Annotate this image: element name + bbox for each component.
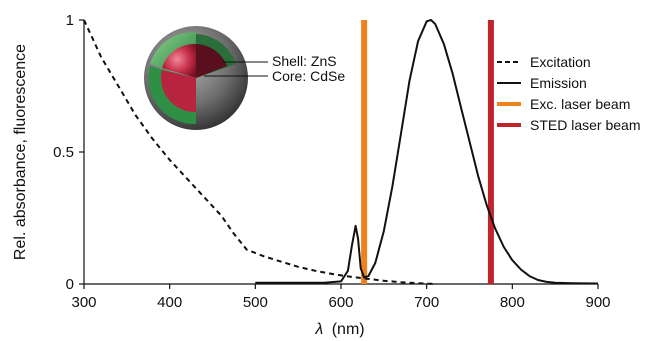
- x-axis-symbol: λ: [314, 321, 323, 338]
- x-tick-label: 800: [500, 294, 525, 311]
- legend-label: Exc. laser beam: [530, 96, 630, 112]
- y-axis-label: Rel. absorbance, fluorescence: [12, 44, 29, 260]
- shell-label: Shell: ZnS: [272, 53, 337, 69]
- series-group: [83, 19, 599, 285]
- legend: Excitation Emission Exc. laser beam STED la…: [497, 54, 640, 133]
- x-tick-label: 500: [243, 294, 268, 311]
- x-axis-label: λ (nm): [314, 321, 364, 338]
- core-cutaway-left: [162, 43, 196, 78]
- x-tick-label: 700: [414, 294, 439, 311]
- quantum-dot-inset: Shell: ZnS Core: CdSe: [144, 26, 345, 130]
- x-tick-label: 400: [157, 294, 182, 311]
- series-excitation-line: [83, 19, 436, 285]
- legend-label: Emission: [530, 75, 587, 91]
- core-cutaway-bottom: [161, 70, 196, 113]
- x-tick-label: 900: [585, 294, 610, 311]
- x-tick-label: 300: [71, 294, 96, 311]
- y-ticks: 00.51: [53, 12, 84, 293]
- y-tick-label: 0: [66, 276, 74, 293]
- x-tick-label: 600: [328, 294, 353, 311]
- legend-label: STED laser beam: [530, 117, 640, 133]
- y-tick-label: 0.5: [53, 144, 74, 161]
- axes: 300 400 500 600 700 800 900 00.51: [53, 12, 610, 311]
- series-emission-line: [255, 19, 599, 285]
- x-axis-unit: (nm): [332, 321, 365, 338]
- core-label: Core: CdSe: [272, 68, 345, 84]
- laser-lines: [361, 20, 494, 284]
- x-ticks: 300 400 500 600 700 800 900: [71, 284, 611, 311]
- core-cutaway-top: [196, 44, 227, 78]
- legend-label: Excitation: [530, 54, 591, 70]
- y-tick-label: 1: [66, 12, 74, 29]
